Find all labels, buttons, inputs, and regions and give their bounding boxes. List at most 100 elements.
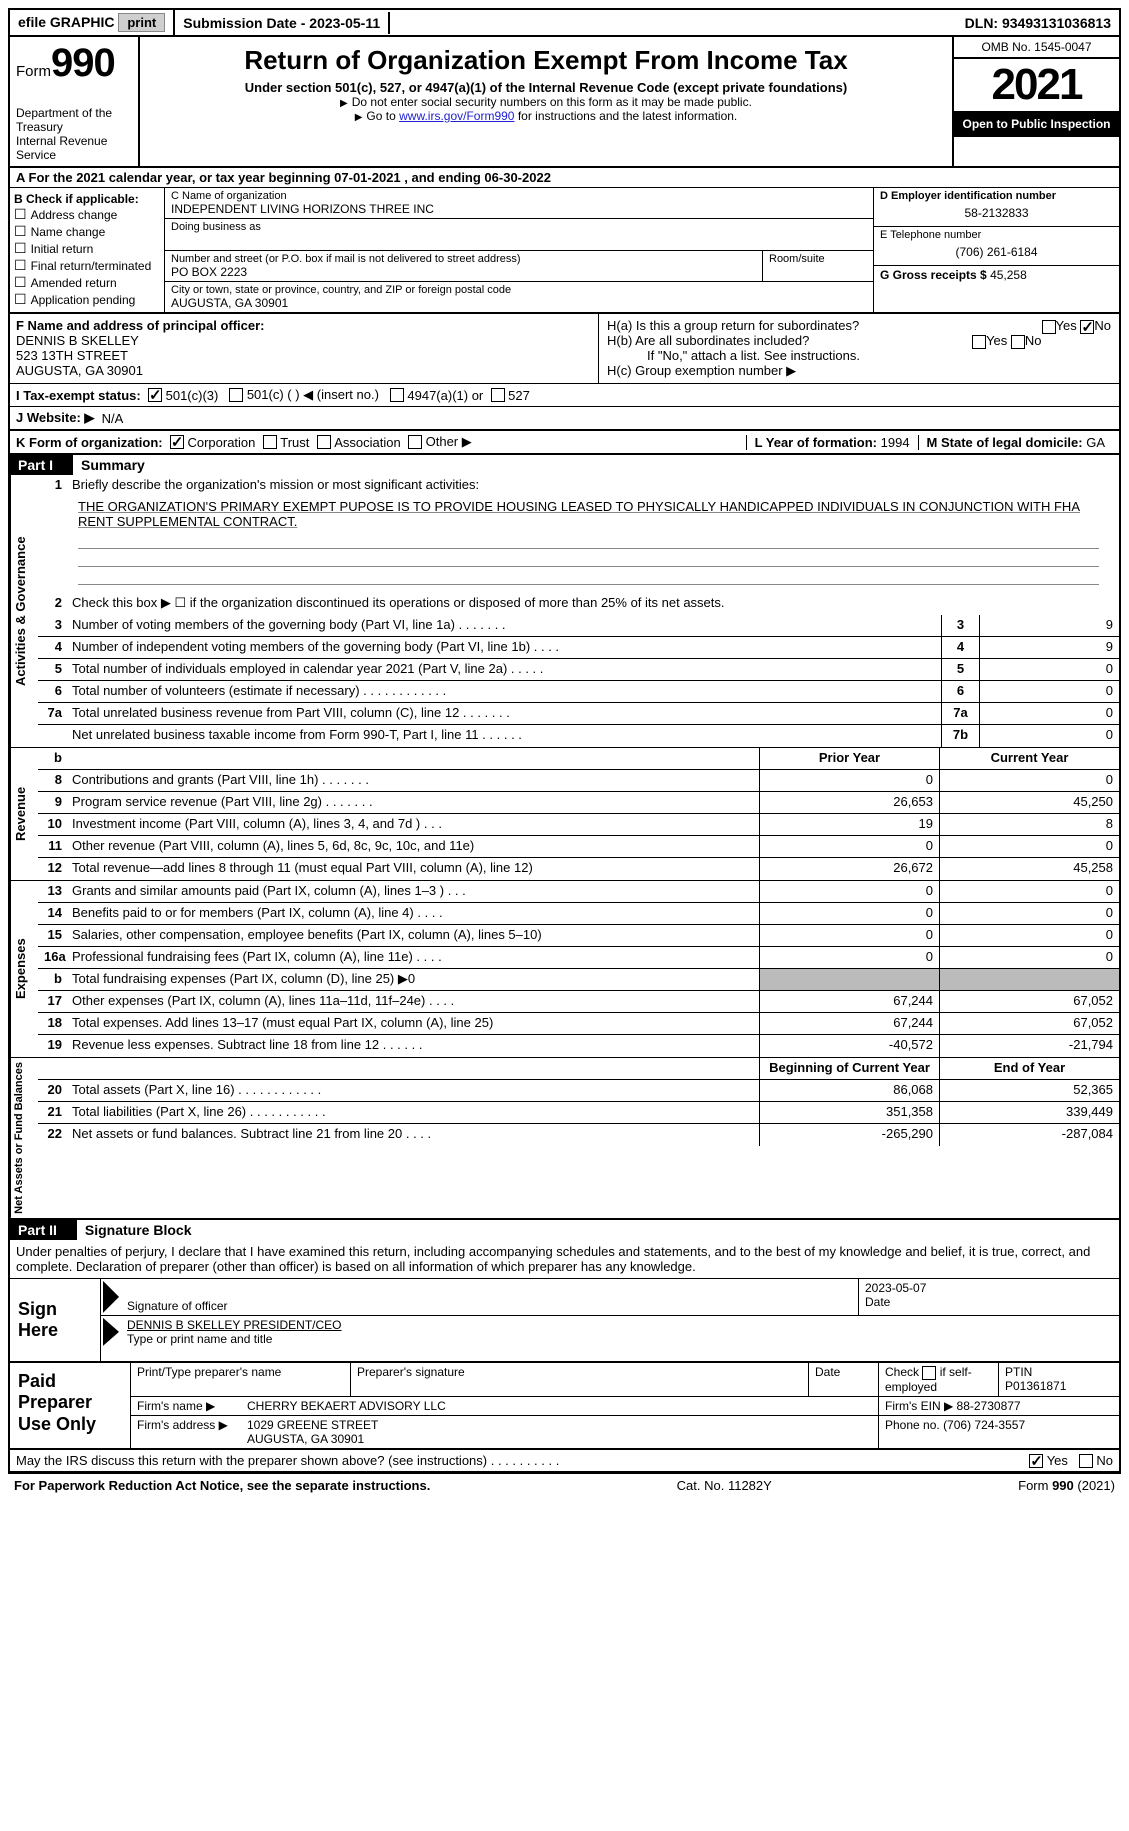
no-label: No bbox=[1094, 318, 1111, 333]
hb-yes[interactable] bbox=[972, 335, 986, 349]
chk-name-change[interactable]: ☐Name change bbox=[14, 223, 160, 240]
num-2: 2 bbox=[38, 593, 68, 615]
box-f: F Name and address of principal officer:… bbox=[10, 314, 599, 383]
discuss-no[interactable] bbox=[1079, 1454, 1093, 1468]
row-desc: Total revenue—add lines 8 through 11 (mu… bbox=[68, 858, 759, 880]
goto-post: for instructions and the latest informat… bbox=[514, 109, 737, 123]
row-desc: Total expenses. Add lines 13–17 (must eq… bbox=[68, 1013, 759, 1034]
ha-row: H(a) Is this a group return for subordin… bbox=[607, 318, 1111, 333]
year-formed: 1994 bbox=[881, 435, 910, 450]
sig-name: DENNIS B SKELLEY PRESIDENT/CEO bbox=[127, 1318, 1113, 1332]
activities-body: 1 Briefly describe the organization's mi… bbox=[38, 475, 1119, 747]
col-prior: Prior Year bbox=[759, 748, 939, 769]
box-deg: D Employer identification number 58-2132… bbox=[874, 188, 1119, 312]
row-num: 12 bbox=[38, 858, 68, 880]
activities-block: Activities & Governance 1 Briefly descri… bbox=[8, 475, 1121, 748]
chk-527[interactable] bbox=[491, 388, 505, 402]
form-label: Form bbox=[16, 63, 51, 80]
firm-ein-cell: Firm's EIN ▶ 88-2730877 bbox=[879, 1397, 1119, 1415]
print-button[interactable]: print bbox=[118, 13, 165, 32]
penalty-text: Under penalties of perjury, I declare th… bbox=[8, 1240, 1121, 1278]
row-prior bbox=[759, 969, 939, 990]
part-ii-header: Part II Signature Block bbox=[8, 1220, 1121, 1240]
part-i-label: Part I bbox=[10, 455, 73, 475]
sig-officer-cell: Signature of officer bbox=[121, 1279, 859, 1315]
discuss-yes[interactable] bbox=[1029, 1454, 1043, 1468]
ein-cell: D Employer identification number 58-2132… bbox=[874, 188, 1119, 227]
chk-501c3[interactable] bbox=[148, 388, 162, 402]
no-label2: No bbox=[1025, 333, 1042, 348]
chk-assoc[interactable] bbox=[317, 435, 331, 449]
row-current: -287,084 bbox=[939, 1124, 1119, 1146]
row-current: 0 bbox=[939, 947, 1119, 968]
row-prior: 0 bbox=[759, 836, 939, 857]
gross-label: G Gross receipts $ bbox=[880, 268, 987, 282]
firm-phone-cell: Phone no. (706) 724-3557 bbox=[879, 1416, 1119, 1448]
chk-app-pending[interactable]: ☐Application pending bbox=[14, 291, 160, 308]
chk-trust[interactable] bbox=[263, 435, 277, 449]
table-row: 8 Contributions and grants (Part VIII, l… bbox=[38, 770, 1119, 792]
row-num: 16a bbox=[38, 947, 68, 968]
city-cell: City or town, state or province, country… bbox=[165, 282, 873, 312]
lbl-address-change: Address change bbox=[31, 208, 118, 222]
hc-label: H(c) Group exemption number ▶ bbox=[607, 363, 1111, 379]
ptin-value: P01361871 bbox=[1005, 1379, 1113, 1393]
dba-cell: Doing business as bbox=[165, 219, 873, 251]
preparer-sig-h: Preparer's signature bbox=[351, 1363, 809, 1396]
ha-yes[interactable] bbox=[1042, 320, 1056, 334]
blank-desc bbox=[68, 748, 759, 769]
row-desc: Salaries, other compensation, employee b… bbox=[68, 925, 759, 946]
table-row: 13 Grants and similar amounts paid (Part… bbox=[38, 881, 1119, 903]
chk-amended[interactable]: ☐Amended return bbox=[14, 274, 160, 291]
form-subtitle: Under section 501(c), 527, or 4947(a)(1)… bbox=[150, 80, 942, 95]
row-2: 2 Check this box ▶ ☐ if the organization… bbox=[38, 593, 1119, 615]
gross-cell: G Gross receipts $ 45,258 bbox=[874, 266, 1119, 296]
officer-street: 523 13TH STREET bbox=[16, 348, 128, 363]
chk-4947[interactable] bbox=[390, 388, 404, 402]
row-col-n: 3 bbox=[941, 615, 979, 636]
firm-addr-label: Firm's address ▶ bbox=[131, 1416, 241, 1448]
street-value: PO BOX 2223 bbox=[171, 265, 756, 279]
row-num: 4 bbox=[38, 637, 68, 658]
chk-other[interactable] bbox=[408, 435, 422, 449]
chk-address-change[interactable]: ☐Address change bbox=[14, 206, 160, 223]
chk-corp[interactable] bbox=[170, 435, 184, 449]
hb-no[interactable] bbox=[1011, 335, 1025, 349]
irs-label: Internal Revenue Service bbox=[16, 134, 132, 162]
paid-row-1: Print/Type preparer's name Preparer's si… bbox=[131, 1363, 1119, 1397]
room-cell: Room/suite bbox=[763, 251, 873, 281]
discuss-yes-lbl: Yes bbox=[1047, 1453, 1068, 1468]
line-k: K Form of organization: Corporation Trus… bbox=[8, 431, 1121, 455]
line-j: J Website: ▶ N/A bbox=[8, 407, 1121, 431]
form990-link[interactable]: www.irs.gov/Form990 bbox=[399, 109, 514, 123]
table-row: 16a Professional fundraising fees (Part … bbox=[38, 947, 1119, 969]
ein-label: D Employer identification number bbox=[880, 190, 1113, 202]
row-prior: 19 bbox=[759, 814, 939, 835]
chk-final-return[interactable]: ☐Final return/terminated bbox=[14, 257, 160, 274]
sig-name-cell: DENNIS B SKELLEY PRESIDENT/CEO Type or p… bbox=[121, 1316, 1119, 1348]
ha-no[interactable] bbox=[1080, 320, 1094, 334]
form-no: 990 bbox=[51, 41, 115, 86]
check-label: Check bbox=[885, 1365, 919, 1379]
side-netassets: Net Assets or Fund Balances bbox=[10, 1058, 38, 1218]
form-rev: Form 990 (2021) bbox=[1018, 1478, 1115, 1493]
tel-value: (706) 261-6184 bbox=[880, 241, 1113, 263]
netassets-body: Beginning of Current Year End of Year 20… bbox=[38, 1058, 1119, 1218]
row-prior: 26,672 bbox=[759, 858, 939, 880]
table-row: 18 Total expenses. Add lines 13–17 (must… bbox=[38, 1013, 1119, 1035]
row-desc: Total liabilities (Part X, line 26) . . … bbox=[68, 1102, 759, 1123]
chk-initial-return[interactable]: ☐Initial return bbox=[14, 240, 160, 257]
row-num: b bbox=[38, 969, 68, 990]
row-desc: Number of voting members of the governin… bbox=[68, 615, 941, 636]
row-val: 0 bbox=[979, 681, 1119, 702]
row-current: 45,250 bbox=[939, 792, 1119, 813]
row-prior: 351,358 bbox=[759, 1102, 939, 1123]
row-prior: 0 bbox=[759, 903, 939, 924]
row-prior: 86,068 bbox=[759, 1080, 939, 1101]
dln: DLN: 93493131036813 bbox=[957, 12, 1119, 34]
firm-name: CHERRY BEKAERT ADVISORY LLC bbox=[241, 1397, 879, 1415]
chk-501c[interactable] bbox=[229, 388, 243, 402]
chk-self-emp[interactable] bbox=[922, 1366, 936, 1380]
side-revenue: Revenue bbox=[10, 748, 38, 880]
row-num: 20 bbox=[38, 1080, 68, 1101]
